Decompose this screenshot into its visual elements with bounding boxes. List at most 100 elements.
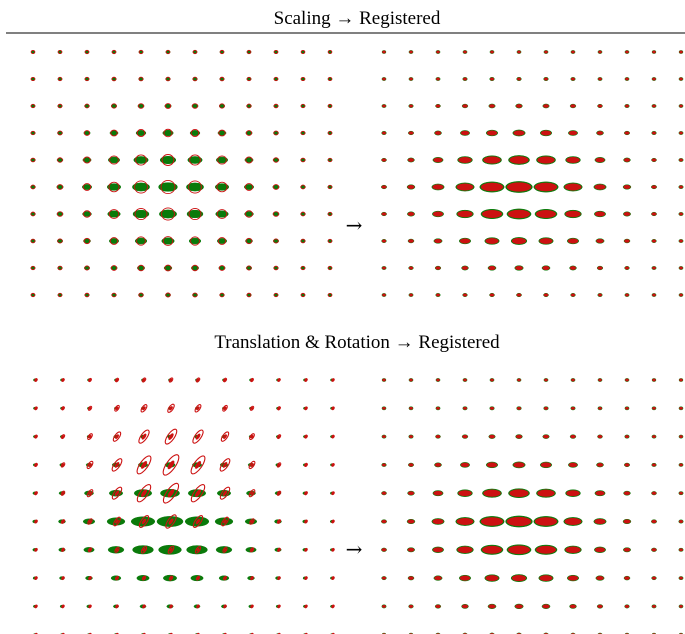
source-ellipse — [57, 238, 63, 244]
source-ellipse-core — [169, 605, 173, 608]
source-ellipse-core — [331, 435, 335, 438]
panel-2-before-field — [32, 377, 335, 634]
source-ellipse — [327, 157, 333, 163]
registered-ellipse — [567, 238, 579, 244]
registered-ellipse — [436, 50, 440, 54]
registered-ellipse — [544, 378, 548, 382]
registered-ellipse — [407, 491, 415, 496]
source-ellipse — [223, 604, 227, 609]
panel-1-registered-field — [381, 50, 684, 298]
source-ellipse-core — [250, 576, 254, 580]
source-ellipse — [84, 292, 90, 298]
source-ellipse — [276, 519, 282, 524]
source-ellipse — [219, 486, 231, 500]
registered-ellipse — [408, 435, 414, 439]
target-ellipse — [134, 237, 148, 245]
registered-ellipse — [486, 130, 498, 136]
source-ellipse — [218, 129, 226, 137]
source-ellipse — [57, 157, 63, 163]
registered-ellipse — [488, 604, 496, 609]
source-ellipse-core — [88, 491, 92, 496]
source-ellipse-core — [195, 433, 201, 440]
source-ellipse-core — [142, 547, 146, 552]
source-ellipse — [216, 209, 228, 219]
target-ellipse — [109, 238, 119, 244]
source-ellipse — [141, 575, 147, 581]
registered-ellipse — [408, 104, 414, 108]
source-ellipse — [304, 406, 308, 411]
source-ellipse-core — [115, 548, 119, 552]
source-ellipse-core — [223, 576, 227, 580]
source-ellipse-core — [223, 548, 227, 552]
source-ellipse — [190, 483, 206, 503]
source-ellipse — [138, 76, 144, 82]
registered-ellipse — [461, 266, 469, 270]
source-ellipse-core — [88, 406, 92, 410]
registered-ellipse — [624, 463, 630, 467]
source-ellipse — [87, 405, 93, 411]
target-ellipse — [187, 156, 203, 164]
registered-ellipse — [516, 406, 522, 410]
source-ellipse-core — [331, 605, 335, 608]
registered-ellipse — [596, 576, 604, 581]
registered-ellipse — [571, 378, 575, 382]
source-ellipse — [304, 576, 308, 580]
source-ellipse — [245, 130, 253, 136]
registered-ellipse — [509, 489, 529, 498]
source-ellipse — [188, 180, 202, 194]
source-ellipse — [300, 157, 306, 163]
panel-2-arrow: → — [346, 537, 363, 561]
source-ellipse — [245, 156, 253, 164]
registered-ellipse — [624, 104, 630, 108]
source-ellipse — [34, 491, 38, 496]
source-ellipse — [219, 76, 225, 82]
source-ellipse — [273, 49, 279, 55]
source-ellipse — [250, 576, 254, 581]
source-ellipse-core — [331, 548, 335, 551]
source-ellipse-core — [34, 520, 38, 523]
registered-ellipse — [679, 463, 683, 467]
source-ellipse — [277, 604, 281, 609]
source-ellipse — [162, 236, 174, 246]
registered-ellipse — [624, 266, 630, 270]
source-ellipse-core — [223, 378, 227, 382]
source-ellipse — [60, 519, 66, 524]
registered-ellipse — [407, 158, 415, 162]
source-ellipse-core — [304, 378, 308, 382]
registered-ellipse — [459, 238, 471, 244]
source-ellipse — [136, 455, 152, 475]
source-ellipse — [277, 576, 281, 580]
source-ellipse — [273, 238, 279, 244]
source-ellipse-core — [61, 576, 65, 580]
source-ellipse-core — [304, 520, 308, 523]
registered-ellipse — [434, 131, 442, 135]
registered-ellipse — [535, 545, 557, 554]
source-ellipse — [327, 238, 333, 244]
registered-ellipse — [623, 519, 631, 524]
source-ellipse — [84, 103, 90, 109]
registered-ellipse — [462, 406, 468, 410]
source-ellipse-core — [115, 519, 119, 524]
source-ellipse — [30, 265, 36, 271]
registered-ellipse — [381, 185, 387, 189]
source-ellipse-core — [223, 406, 227, 410]
source-ellipse-core — [34, 407, 38, 410]
source-ellipse — [222, 546, 228, 553]
registered-ellipse — [382, 77, 386, 81]
source-ellipse — [165, 292, 171, 298]
registered-ellipse — [623, 158, 631, 162]
source-ellipse — [161, 154, 175, 166]
source-ellipse — [219, 292, 225, 298]
registered-ellipse — [408, 576, 414, 580]
registered-ellipse — [435, 104, 441, 108]
registered-ellipse — [565, 210, 581, 218]
target-ellipse — [133, 156, 149, 164]
source-ellipse — [113, 516, 121, 527]
registered-ellipse — [597, 435, 603, 439]
registered-ellipse — [652, 406, 656, 410]
registered-ellipse — [678, 519, 684, 524]
source-ellipse — [300, 49, 306, 55]
source-ellipse — [304, 434, 308, 439]
source-ellipse — [115, 575, 119, 581]
registered-ellipse — [598, 77, 602, 81]
